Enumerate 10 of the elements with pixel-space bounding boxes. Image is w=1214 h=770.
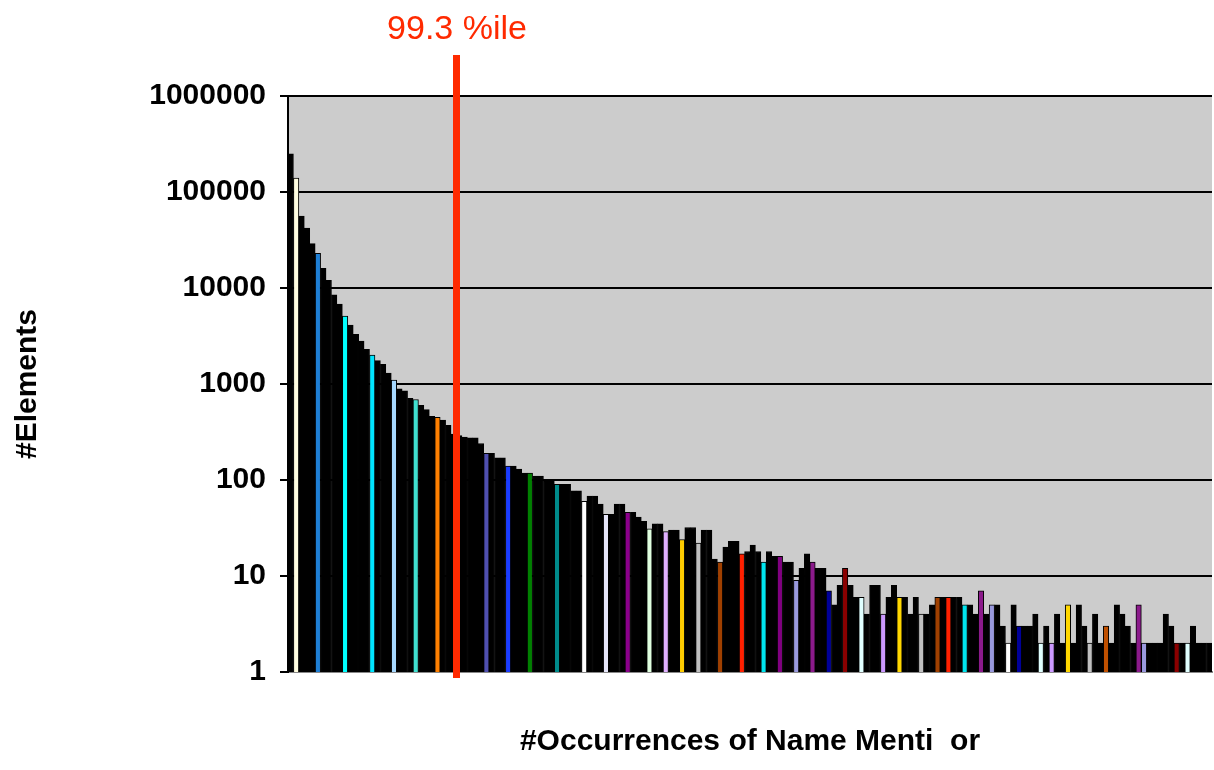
y-axis-title: #Elements [9,308,43,460]
x-axis-title: #Occurrences of Name Menti or [519,723,981,757]
y-tick-label: 100 [215,461,266,495]
y-tick-label: 1000 [199,365,266,399]
y-tick-label: 10000 [182,269,266,303]
y-tick-label: 10 [232,557,266,591]
y-tick-label: 1 [249,653,266,687]
text: 99.3 %ile [386,8,528,47]
y-tick-label: 1000000 [149,77,266,111]
y-tick-label: 100000 [165,173,266,207]
